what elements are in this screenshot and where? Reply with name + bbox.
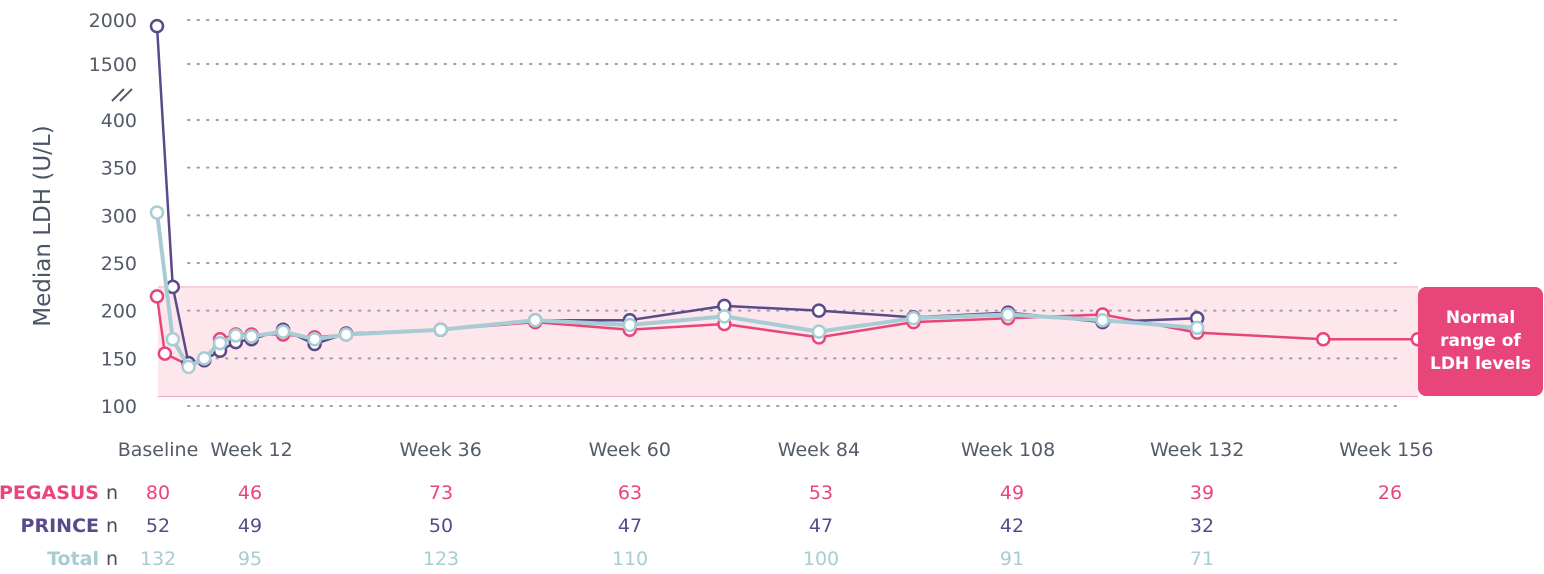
x-tick-baseline: Baseline — [118, 439, 199, 461]
normal-range-band — [158, 286, 1418, 397]
normal-range-line1: Normal — [1445, 308, 1516, 328]
count-prince-2: 50 — [429, 515, 453, 537]
x-tick-week-132: Week 132 — [1150, 439, 1244, 461]
point-total-12 — [622, 317, 638, 333]
row-n-total: n — [106, 548, 118, 570]
y-tick-200: 200 — [101, 301, 137, 323]
point-total-8 — [307, 332, 322, 347]
count-total-1: 95 — [238, 548, 262, 570]
point-total-15 — [906, 311, 921, 326]
count-prince-5: 42 — [1000, 515, 1024, 537]
y-tick-350: 350 — [101, 158, 137, 180]
point-total-11 — [527, 312, 543, 328]
point-total-3 — [197, 351, 212, 366]
y-tick-300: 300 — [101, 205, 137, 227]
row-label-prince: PRINCE — [21, 515, 99, 537]
y-tick-250: 250 — [101, 253, 137, 275]
point-total-14 — [811, 324, 827, 339]
row-label-total: Total — [47, 548, 99, 570]
y-tick-1500: 1500 — [89, 54, 137, 76]
y-axis-label: Median LDH (U/L) — [30, 125, 56, 326]
y-tick-2000: 2000 — [89, 10, 137, 32]
normal-range-label: Normal range of LDH levels — [1418, 287, 1543, 396]
x-tick-week-156: Week 156 — [1339, 439, 1433, 461]
point-total-7 — [275, 324, 291, 339]
point-total-18 — [1189, 320, 1205, 336]
point-total-10 — [433, 322, 448, 337]
point-prince-0 — [149, 18, 165, 34]
point-total-4 — [212, 335, 228, 351]
y-tick-400: 400 — [101, 110, 137, 132]
count-pegasus-6: 39 — [1190, 482, 1214, 504]
y-tick-100: 100 — [101, 396, 137, 418]
count-prince-6: 32 — [1190, 515, 1214, 537]
point-total-17 — [1095, 312, 1110, 328]
count-pegasus-7: 26 — [1378, 482, 1402, 504]
count-prince-0: 52 — [146, 515, 170, 537]
point-total-9 — [338, 327, 354, 342]
normal-range-line3: LDH levels — [1429, 354, 1531, 374]
count-prince-4: 47 — [809, 515, 833, 537]
row-label-pegasus: PEGASUS — [0, 482, 99, 504]
count-total-6: 71 — [1190, 548, 1214, 570]
point-pegasus-0 — [149, 289, 165, 304]
point-total-5 — [228, 328, 244, 343]
point-total-1 — [165, 332, 181, 347]
normal-range-line2: range of — [1440, 331, 1521, 351]
x-tick-week-108: Week 108 — [961, 439, 1055, 461]
point-pegasus-1 — [157, 346, 173, 361]
count-pegasus-3: 63 — [618, 482, 642, 504]
axis-break-mark-1 — [111, 88, 125, 102]
x-tick-week-84: Week 84 — [778, 439, 860, 461]
point-prince-14 — [811, 303, 827, 318]
point-total-13 — [717, 309, 732, 324]
count-pegasus-0: 80 — [146, 482, 170, 504]
count-prince-1: 49 — [238, 515, 262, 537]
point-total-16 — [1000, 307, 1016, 322]
point-pegasus-19 — [1315, 332, 1331, 347]
x-tick-week-12: Week 12 — [210, 439, 292, 461]
row-n-prince: n — [106, 515, 118, 537]
count-pegasus-5: 49 — [1000, 482, 1024, 504]
point-total-0 — [149, 205, 165, 220]
count-total-3: 110 — [612, 548, 648, 570]
point-total-6 — [244, 329, 259, 344]
count-total-4: 100 — [803, 548, 839, 570]
point-total-2 — [181, 359, 196, 375]
axis-break-mark-2 — [119, 88, 133, 102]
count-prince-3: 47 — [618, 515, 642, 537]
x-tick-week-36: Week 36 — [400, 439, 482, 461]
count-total-5: 91 — [1000, 548, 1024, 570]
row-n-pegasus: n — [106, 482, 118, 504]
count-pegasus-4: 53 — [809, 482, 833, 504]
count-pegasus-1: 46 — [238, 482, 262, 504]
count-total-2: 123 — [423, 548, 459, 570]
x-tick-week-60: Week 60 — [589, 439, 671, 461]
y-tick-150: 150 — [101, 348, 137, 370]
count-pegasus-2: 73 — [429, 482, 453, 504]
count-total-0: 132 — [140, 548, 176, 570]
